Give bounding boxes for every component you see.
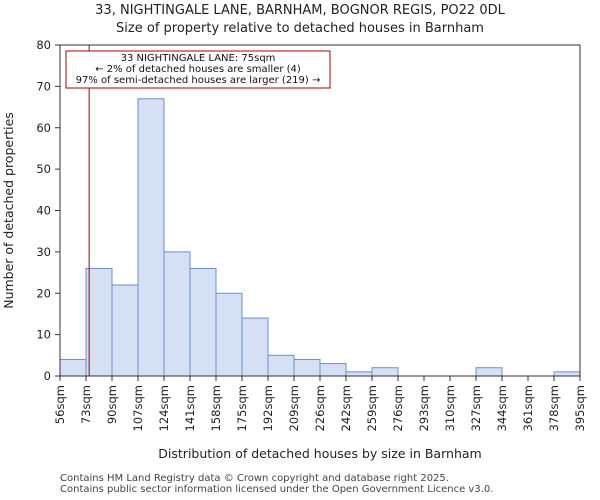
y-axis: 0 10 20 30 40 50 60 70 80 bbox=[36, 38, 60, 383]
bar-378sqm bbox=[553, 371, 581, 377]
bar-209sqm bbox=[293, 358, 321, 377]
y-axis-label: Number of detached properties bbox=[1, 112, 16, 309]
annotation-line-3: 97% of semi-detached houses are larger (… bbox=[76, 75, 321, 86]
plot-frame bbox=[59, 44, 581, 377]
annotation-line-1: 33 NIGHTINGALE LANE: 75sqm bbox=[121, 53, 276, 64]
x-tick-label: 344sqm bbox=[495, 385, 509, 431]
x-tick-label: 175sqm bbox=[235, 385, 249, 431]
x-tick-label: 141sqm bbox=[183, 385, 197, 431]
y-tick-label: 60 bbox=[36, 121, 51, 135]
x-tick-label: 56sqm bbox=[53, 385, 67, 424]
footer-line-1: Contains HM Land Registry data © Crown c… bbox=[60, 473, 449, 484]
x-tick-label: 226sqm bbox=[313, 385, 327, 431]
y-tick-label: 10 bbox=[36, 328, 51, 342]
y-tick-label: 20 bbox=[36, 286, 51, 300]
x-tick-label: 327sqm bbox=[469, 385, 483, 431]
bar-226sqm bbox=[319, 363, 347, 377]
x-axis-label: Distribution of detached houses by size … bbox=[158, 446, 481, 461]
chart-subtitle: Size of property relative to detached ho… bbox=[116, 21, 484, 36]
x-tick-label: 124sqm bbox=[157, 385, 171, 431]
bar-175sqm bbox=[241, 317, 269, 377]
marker-annotation: 33 NIGHTINGALE LANE: 75sqm ← 2% of detac… bbox=[65, 50, 331, 89]
y-tick-label: 40 bbox=[36, 204, 51, 218]
x-tick-label: 209sqm bbox=[287, 385, 301, 431]
y-tick-label: 70 bbox=[36, 79, 51, 93]
x-tick-label: 395sqm bbox=[573, 385, 587, 431]
bar-158sqm bbox=[215, 292, 243, 377]
x-tick-label: 259sqm bbox=[365, 385, 379, 431]
x-tick-label: 276sqm bbox=[391, 385, 405, 431]
bar-259sqm bbox=[371, 367, 399, 377]
x-tick-label: 90sqm bbox=[105, 385, 119, 424]
bar-124sqm bbox=[163, 251, 191, 377]
x-tick-label: 310sqm bbox=[443, 385, 457, 431]
histogram-chart: 33, NIGHTINGALE LANE, BARNHAM, BOGNOR RE… bbox=[1, 3, 587, 461]
annotation-line-2: ← 2% of detached houses are smaller (4) bbox=[95, 64, 301, 75]
y-tick-label: 0 bbox=[44, 369, 51, 383]
bar-107sqm bbox=[137, 98, 165, 377]
bar-192sqm bbox=[267, 354, 295, 377]
y-tick-label: 80 bbox=[36, 38, 51, 52]
bar-73sqm bbox=[85, 267, 113, 377]
x-tick-label: 378sqm bbox=[547, 385, 561, 431]
bar-90sqm bbox=[111, 284, 139, 377]
x-tick-label: 158sqm bbox=[209, 385, 223, 431]
x-tick-label: 192sqm bbox=[261, 385, 275, 431]
x-tick-label: 293sqm bbox=[417, 385, 431, 431]
bar-327sqm bbox=[475, 367, 503, 377]
annotation-box bbox=[65, 50, 331, 89]
footer-line-2: Contains public sector information licen… bbox=[60, 484, 494, 495]
chart-title: 33, NIGHTINGALE LANE, BARNHAM, BOGNOR RE… bbox=[95, 3, 505, 18]
bar-56sqm bbox=[59, 358, 87, 377]
bar-141sqm bbox=[189, 267, 217, 377]
y-tick-label: 30 bbox=[36, 245, 51, 259]
x-tick-label: 242sqm bbox=[339, 385, 353, 431]
bar-242sqm bbox=[345, 371, 373, 377]
y-tick-label: 50 bbox=[36, 162, 51, 176]
bars-group bbox=[59, 98, 581, 377]
x-tick-label: 361sqm bbox=[521, 385, 535, 431]
x-axis: 56sqm 73sqm 90sqm 107sqm 124sqm 141sqm 158sqm 1… bbox=[53, 376, 587, 431]
x-tick-label: 73sqm bbox=[79, 385, 93, 424]
x-tick-label: 107sqm bbox=[131, 385, 145, 431]
